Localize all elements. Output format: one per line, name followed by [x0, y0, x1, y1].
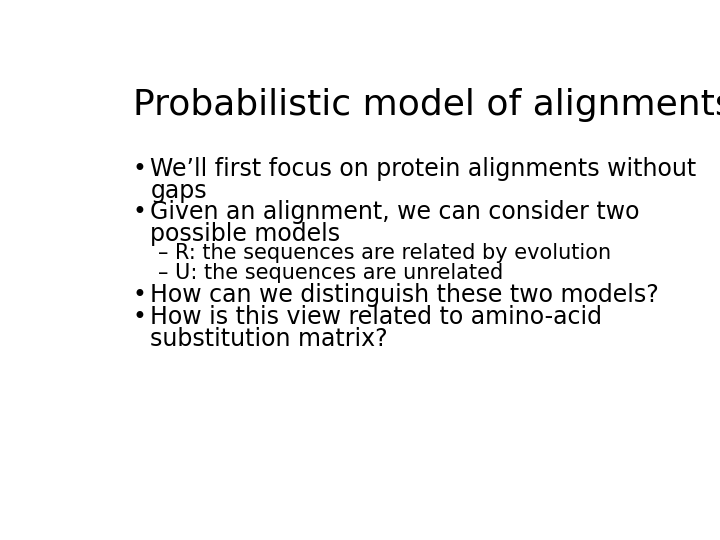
Text: substitution matrix?: substitution matrix?	[150, 327, 388, 350]
Text: possible models: possible models	[150, 222, 341, 246]
Text: R: the sequences are related by evolution: R: the sequences are related by evolutio…	[175, 244, 611, 264]
Text: We’ll first focus on protein alignments without: We’ll first focus on protein alignments …	[150, 157, 697, 181]
Text: •: •	[132, 157, 146, 181]
Text: •: •	[132, 200, 146, 224]
Text: How can we distinguish these two models?: How can we distinguish these two models?	[150, 284, 660, 307]
Text: •: •	[132, 284, 146, 307]
Text: –: –	[158, 264, 168, 284]
Text: U: the sequences are unrelated: U: the sequences are unrelated	[175, 264, 503, 284]
Text: Given an alignment, we can consider two: Given an alignment, we can consider two	[150, 200, 640, 224]
Text: gaps: gaps	[150, 179, 207, 202]
Text: Probabilistic model of alignments: Probabilistic model of alignments	[132, 88, 720, 122]
Text: How is this view related to amino-acid: How is this view related to amino-acid	[150, 305, 603, 329]
Text: –: –	[158, 244, 168, 264]
Text: •: •	[132, 305, 146, 329]
